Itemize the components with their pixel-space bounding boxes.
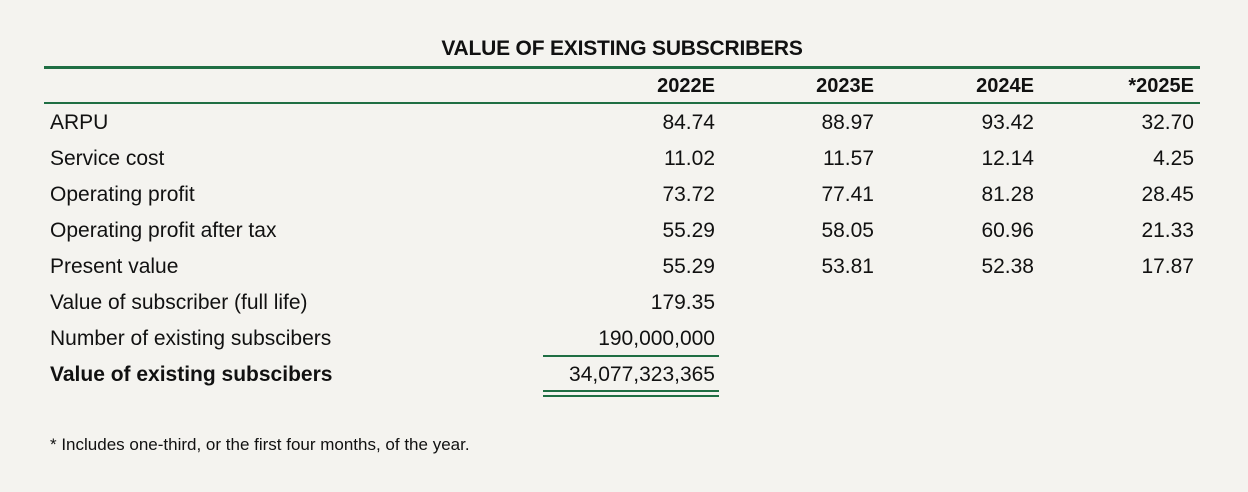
total-double-rule-lower xyxy=(543,395,719,397)
cell-value: 21.33 xyxy=(1141,219,1194,242)
cell-value: 17.87 xyxy=(1141,255,1194,278)
table-row: ARPU 84.74 88.97 93.42 32.70 xyxy=(0,104,1248,140)
table-row: Operating profit 73.72 77.41 81.28 28.45 xyxy=(0,176,1248,212)
row-label: Value of subscriber (full life) xyxy=(50,291,308,314)
column-header-2025e: *2025E xyxy=(1128,75,1194,97)
column-header-2024e: 2024E xyxy=(976,75,1034,97)
cell-value: 179.35 xyxy=(650,291,715,314)
cell-value: 84.74 xyxy=(662,111,715,134)
cell-value: 28.45 xyxy=(1141,183,1194,206)
cell-value: 4.25 xyxy=(1153,147,1194,170)
row-label: ARPU xyxy=(50,111,109,134)
cell-value: 55.29 xyxy=(662,255,715,278)
table-title: VALUE OF EXISTING SUBSCRIBERS xyxy=(441,37,803,60)
total-value: 34,077,323,365 xyxy=(569,363,715,386)
cell-value: 12.14 xyxy=(981,147,1034,170)
table-row: Service cost 11.02 11.57 12.14 4.25 xyxy=(0,140,1248,176)
cell-value: 190,000,000 xyxy=(598,327,715,350)
footnote: * Includes one-third, or the first four … xyxy=(50,435,470,454)
cell-value: 58.05 xyxy=(821,219,874,242)
column-header-2023e: 2023E xyxy=(816,75,874,97)
row-label: Operating profit xyxy=(50,183,195,206)
cell-value: 11.57 xyxy=(823,147,874,170)
row-label: Service cost xyxy=(50,147,165,170)
cell-value: 11.02 xyxy=(664,147,715,170)
subtotal-rule xyxy=(543,355,719,357)
total-row: Value of existing subscibers 34,077,323,… xyxy=(0,356,1248,392)
row-label: Operating profit after tax xyxy=(50,219,277,242)
total-label: Value of existing subscibers xyxy=(50,363,333,386)
total-double-rule-upper xyxy=(543,390,719,392)
cell-value: 93.42 xyxy=(981,111,1034,134)
header-rule xyxy=(44,102,1200,104)
cell-value: 88.97 xyxy=(821,111,874,134)
row-label: Present value xyxy=(50,255,179,278)
table-row: Value of subscriber (full life) 179.35 xyxy=(0,284,1248,320)
cell-value: 60.96 xyxy=(981,219,1034,242)
top-rule xyxy=(44,66,1200,69)
cell-value: 81.28 xyxy=(981,183,1034,206)
cell-value: 55.29 xyxy=(662,219,715,242)
table-row: Operating profit after tax 55.29 58.05 6… xyxy=(0,212,1248,248)
cell-value: 53.81 xyxy=(821,255,874,278)
table-row: Present value 55.29 53.81 52.38 17.87 xyxy=(0,248,1248,284)
row-label: Number of existing subscibers xyxy=(50,327,332,350)
table-row: Number of existing subscibers 190,000,00… xyxy=(0,320,1248,356)
cell-value: 73.72 xyxy=(662,183,715,206)
cell-value: 32.70 xyxy=(1141,111,1194,134)
cell-value: 77.41 xyxy=(821,183,874,206)
cell-value: 52.38 xyxy=(981,255,1034,278)
column-header-2022e: 2022E xyxy=(657,75,715,97)
